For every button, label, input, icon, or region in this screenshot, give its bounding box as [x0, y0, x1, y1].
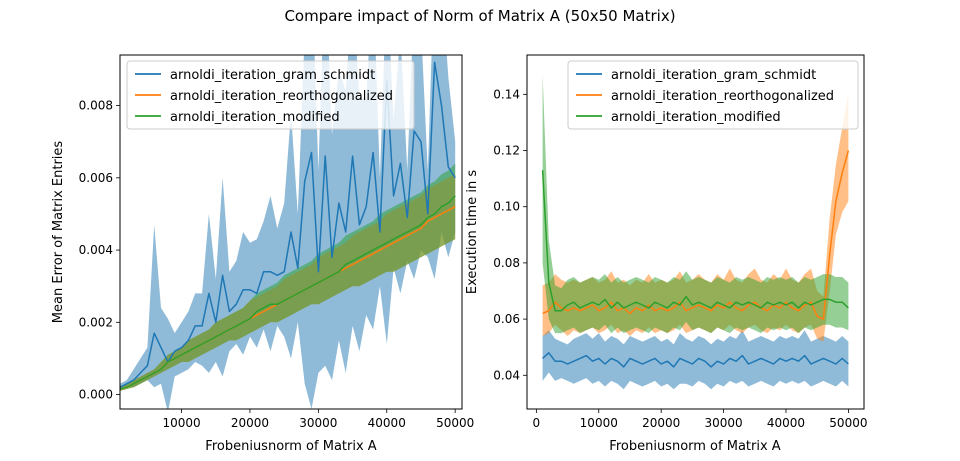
left-x-tick-label: 30000	[299, 416, 337, 430]
right-y-tick-label: 0.12	[493, 144, 520, 158]
left-legend-label-modified: arnoldi_iteration_modified	[170, 110, 340, 125]
left-line-modified	[120, 195, 456, 390]
right-y-axis-label: Execution time in s	[465, 170, 480, 294]
right-line-reorthogonalized	[542, 150, 850, 320]
left-series-lines	[120, 61, 456, 390]
left-y-tick-label: 0.002	[79, 315, 113, 329]
right-y-tick-label: 0.10	[493, 200, 520, 214]
right-x-tick-label: 0	[533, 416, 541, 430]
right-line-gram_schmidt	[542, 352, 849, 368]
left-x-axis-label: Frobeniusnorm of Matrix A	[205, 439, 376, 454]
figure-title: Compare impact of Norm of Matrix A (50x5…	[284, 7, 675, 25]
right-x-tick-label: 50000	[829, 416, 867, 430]
left-axes-frame	[119, 54, 463, 410]
left-legend-label-reorthogonalized: arnoldi_iteration_reorthogonalized	[170, 89, 393, 104]
left-legend-box	[126, 60, 415, 130]
left-y-tick-label: 0.000	[79, 388, 113, 402]
left-y-axis-label: Mean Error of Matrix Entries	[51, 141, 66, 324]
right-band-modified	[542, 74, 849, 334]
right-axes-frame	[526, 54, 865, 410]
left-x-tick-label: 10000	[162, 416, 200, 430]
left-y-tick-label: 0.008	[79, 99, 113, 113]
right-x-tick-label: 10000	[580, 416, 618, 430]
left-legend: arnoldi_iteration_gram_schmidt arnoldi_it…	[126, 60, 415, 130]
right-legend-box	[567, 60, 859, 130]
right-x-tick-label: 20000	[642, 416, 680, 430]
left-subplot: 10000 20000 30000 40000 50000 0.0000.0020.00…	[51, 54, 474, 454]
left-band-modified	[120, 163, 456, 391]
right-y-tick-label: 0.04	[493, 368, 520, 382]
right-legend-label-gram_schmidt: arnoldi_iteration_gram_schmidt	[611, 68, 816, 83]
left-legend-label-gram_schmidt: arnoldi_iteration_gram_schmidt	[170, 68, 375, 83]
left-y-tick-label: 0.004	[79, 243, 113, 257]
right-legend-label-reorthogonalized: arnoldi_iteration_reorthogonalized	[611, 89, 834, 104]
right-x-ticks: 0 10000 20000 30000 40000 50000	[533, 409, 867, 430]
right-confidence-bands	[542, 74, 849, 390]
right-x-axis-label: Frobeniusnorm of Matrix A	[609, 439, 780, 454]
right-x-tick-label: 30000	[704, 416, 742, 430]
right-band-gram_schmidt	[542, 330, 849, 390]
left-x-ticks: 10000 20000 30000 40000 50000	[162, 409, 474, 430]
right-y-tick-label: 0.08	[493, 256, 520, 270]
right-line-modified	[541, 170, 849, 312]
right-y-tick-label: 0.06	[493, 312, 520, 326]
left-x-tick-label: 20000	[231, 416, 269, 430]
left-line-gram_schmidt	[120, 61, 456, 388]
left-y-ticks: 0.000 0.002 0.004 0.006 0.008	[79, 99, 120, 402]
left-x-tick-label: 40000	[368, 416, 406, 430]
right-x-tick-label: 40000	[767, 416, 805, 430]
right-legend: arnoldi_iteration_gram_schmidt arnoldi_it…	[567, 60, 859, 130]
right-subplot: 0 10000 20000 30000 40000 50000 0.040.060.080…	[465, 54, 867, 454]
right-y-tick-label: 0.14	[493, 87, 520, 101]
left-x-tick-label: 50000	[436, 416, 474, 430]
right-legend-label-modified: arnoldi_iteration_modified	[611, 110, 781, 125]
left-y-tick-label: 0.006	[79, 171, 113, 185]
right-series-lines	[541, 150, 850, 368]
right-y-ticks: 0.04 0.06 0.08 0.10 0.12 0.14	[493, 87, 527, 382]
